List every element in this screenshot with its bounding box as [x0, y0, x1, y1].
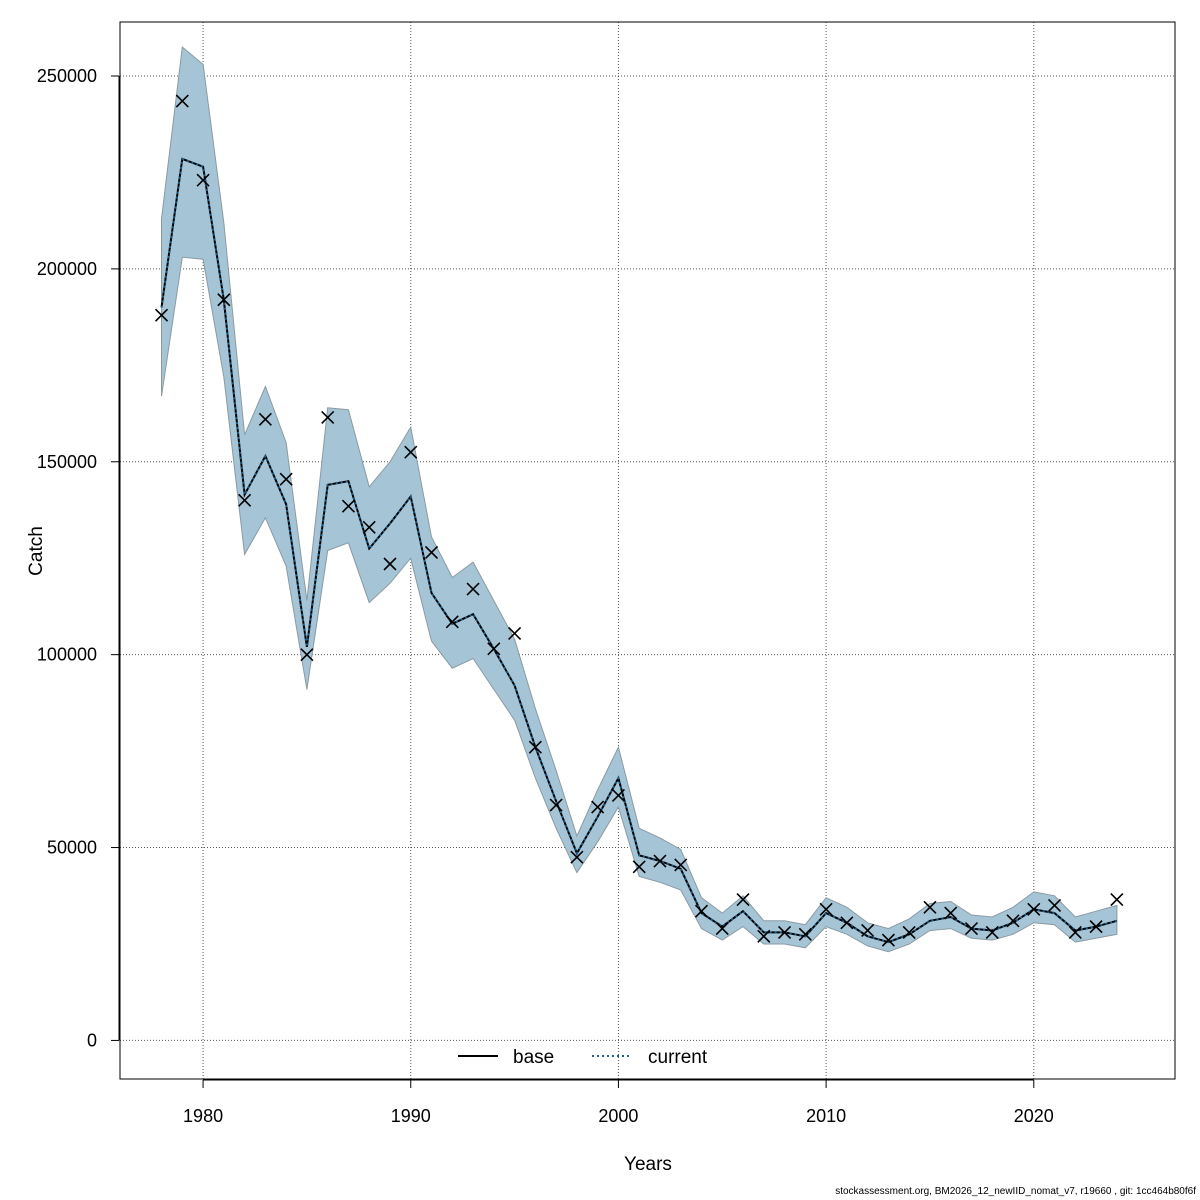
- x-tick-label: 1980: [183, 1106, 223, 1126]
- observed-point: [964, 921, 979, 936]
- observed-point: [487, 642, 501, 656]
- observed-point: [258, 412, 272, 426]
- legend-label-base: base: [513, 1047, 554, 1068]
- series-lines: [160, 157, 1118, 944]
- observed-point: [300, 648, 314, 662]
- footer-note: stockassessment.org, BM2026_12_newIID_no…: [835, 1186, 1196, 1197]
- observed-point: [632, 860, 646, 874]
- x-axis-label: Years: [624, 1154, 672, 1175]
- x-tick-label: 2020: [1014, 1106, 1054, 1126]
- observed-point: [528, 740, 542, 754]
- observed-point: [985, 925, 999, 939]
- observed-point: [404, 445, 418, 459]
- observed-point: [279, 472, 293, 486]
- observed-point: [861, 923, 875, 938]
- confidence-band-area: [161, 46, 1118, 953]
- observed-point: [653, 854, 667, 868]
- observed-point: [508, 626, 522, 641]
- observed-point: [611, 788, 625, 803]
- observed-point: [798, 927, 812, 941]
- observed-point: [321, 410, 335, 424]
- observed-point: [570, 850, 584, 864]
- observed-point: [778, 925, 792, 939]
- observed-point: [1006, 914, 1020, 928]
- y-tick-label: 100000: [37, 645, 97, 665]
- observed-markers: [154, 94, 1124, 947]
- observed-point: [757, 929, 771, 943]
- x-tick-label: 1990: [391, 1106, 431, 1126]
- observed-point: [238, 493, 252, 507]
- y-tick-label: 150000: [37, 452, 97, 472]
- confidence-band: [161, 46, 1118, 953]
- observed-point: [424, 545, 439, 559]
- plot-frame: [119, 21, 1176, 1080]
- observed-point: [1089, 920, 1103, 934]
- observed-point: [1047, 898, 1062, 912]
- observed-point: [736, 893, 750, 907]
- observed-point: [694, 904, 709, 918]
- observed-point: [819, 902, 833, 916]
- observed-point: [175, 94, 189, 108]
- series-line-current: [160, 157, 1118, 944]
- observed-point: [445, 615, 459, 629]
- x-tick-label: 2000: [598, 1106, 638, 1126]
- observed-point: [1110, 893, 1124, 907]
- observed-point: [362, 520, 376, 534]
- x-axis: 1980 1990 2000 2010 2020: [183, 1079, 1054, 1126]
- observed-point: [466, 582, 480, 596]
- observed-point: [154, 308, 169, 322]
- observed-point: [341, 499, 356, 513]
- series-line-base: [160, 157, 1118, 944]
- observed-point: [923, 900, 937, 914]
- y-tick-label: 50000: [47, 838, 97, 858]
- observed-point: [1027, 902, 1041, 916]
- observed-point: [1068, 925, 1082, 939]
- observed-point: [217, 293, 231, 307]
- y-axis: 0 50000 100000 150000 200000 250000: [37, 66, 120, 1050]
- observed-point: [715, 921, 729, 936]
- observed-point: [591, 800, 605, 814]
- observed-point: [383, 557, 397, 571]
- y-tick-label: 200000: [37, 259, 97, 279]
- observed-point: [944, 906, 958, 920]
- legend-label-current: current: [648, 1047, 708, 1068]
- y-tick-label: 250000: [37, 66, 97, 86]
- observed-point: [674, 858, 688, 872]
- legend: base current: [458, 1047, 708, 1068]
- observed-point: [840, 916, 854, 930]
- observed-point: [196, 173, 210, 187]
- y-axis-label: Catch: [26, 526, 47, 576]
- observed-point: [881, 933, 895, 947]
- observed-point: [902, 925, 916, 939]
- observed-point: [549, 798, 563, 812]
- y-tick-label: 0: [87, 1030, 97, 1050]
- x-tick-label: 2010: [806, 1106, 846, 1126]
